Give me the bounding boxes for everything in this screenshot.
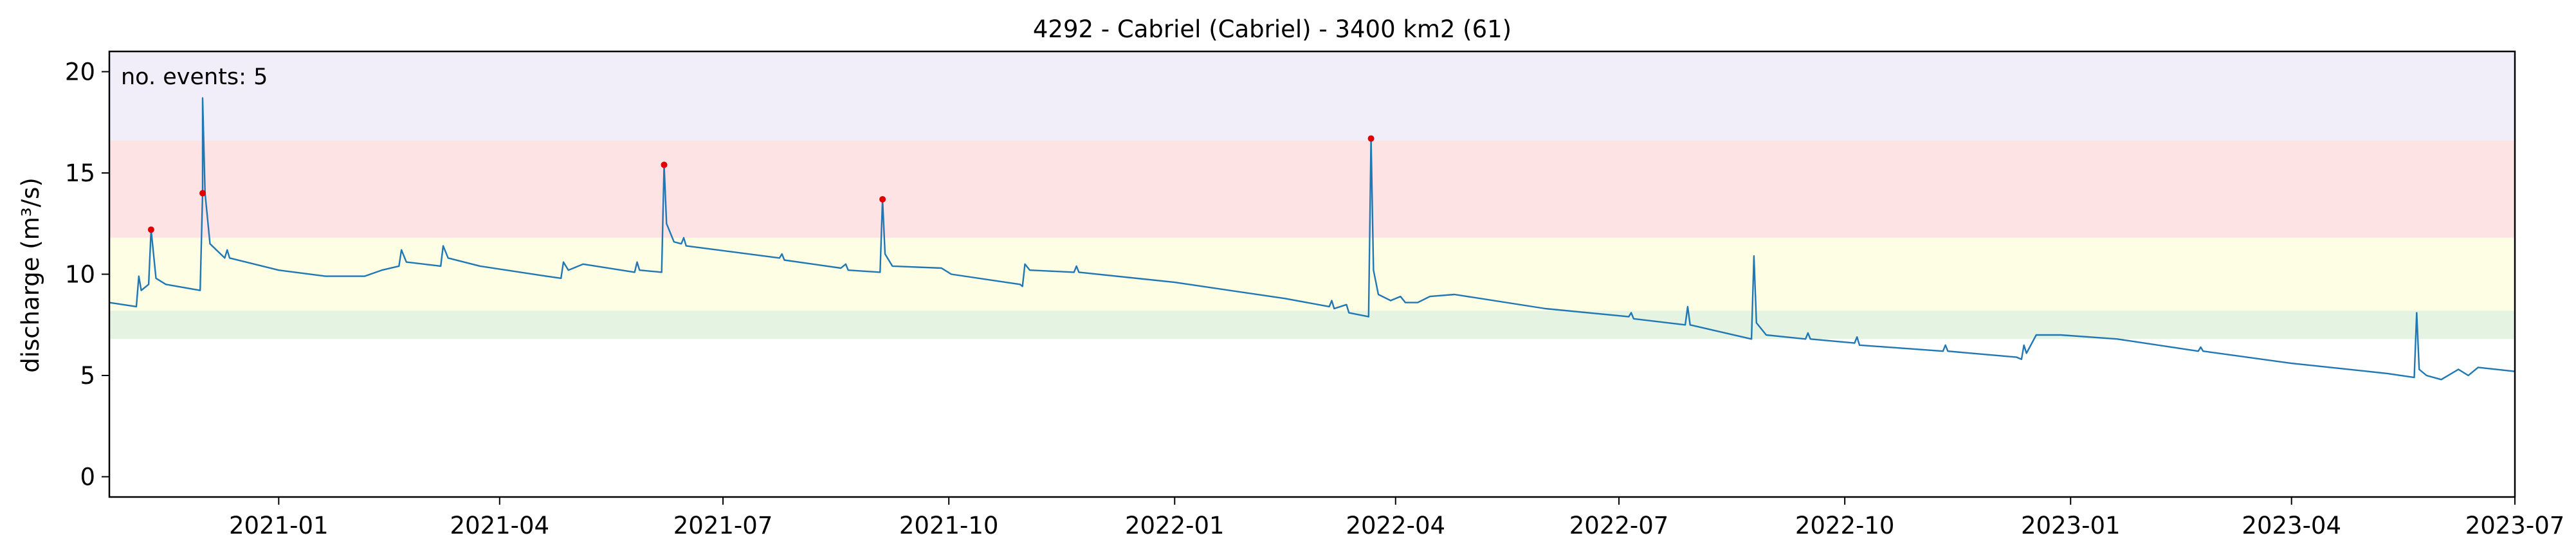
band-2	[109, 140, 2515, 238]
y-axis-ticks: 0 5 10 15 20	[65, 59, 109, 491]
event-marker	[879, 195, 886, 203]
band-0	[109, 311, 2515, 339]
plot-frame	[108, 50, 2516, 498]
y-axis-label: discharge (m³/s)	[17, 177, 44, 373]
y-tick-label: 15	[65, 159, 95, 187]
band-3	[109, 51, 2515, 141]
events-annotation: no. events: 5	[121, 64, 268, 90]
x-tick-label: 2021-04	[450, 512, 549, 539]
x-tick-label: 2021-01	[229, 512, 329, 539]
y-tick-label: 5	[80, 362, 95, 390]
event-marker	[147, 226, 154, 233]
discharge-line	[109, 97, 2516, 381]
band-1	[109, 237, 2515, 311]
y-tick-label: 10	[65, 261, 95, 289]
x-tick-label: 2022-10	[1795, 512, 1895, 539]
y-tick-label: 0	[80, 464, 95, 491]
x-tick-label: 2022-04	[1346, 512, 1445, 539]
event-marker	[661, 161, 668, 168]
x-axis-ticks: 2021-01 2021-04 2021-07 2021-10 2022-01 2022-…	[229, 497, 2564, 539]
x-tick-label: 2023-04	[2242, 512, 2341, 539]
threshold-bands	[109, 51, 2515, 339]
event-markers	[147, 135, 1375, 233]
x-tick-label: 2022-07	[1569, 512, 1669, 539]
x-tick-label: 2021-07	[673, 512, 773, 539]
chart-title: 4292 - Cabriel (Cabriel) - 3400 km2 (61)	[1033, 15, 1512, 43]
x-tick-label: 2021-10	[899, 512, 999, 539]
x-tick-label: 2023-01	[2021, 512, 2121, 539]
x-tick-label: 2022-01	[1125, 512, 1225, 539]
y-tick-label: 20	[65, 59, 95, 86]
event-marker	[1367, 135, 1375, 142]
x-tick-label: 2023-07	[2465, 512, 2565, 539]
event-marker	[199, 190, 206, 197]
